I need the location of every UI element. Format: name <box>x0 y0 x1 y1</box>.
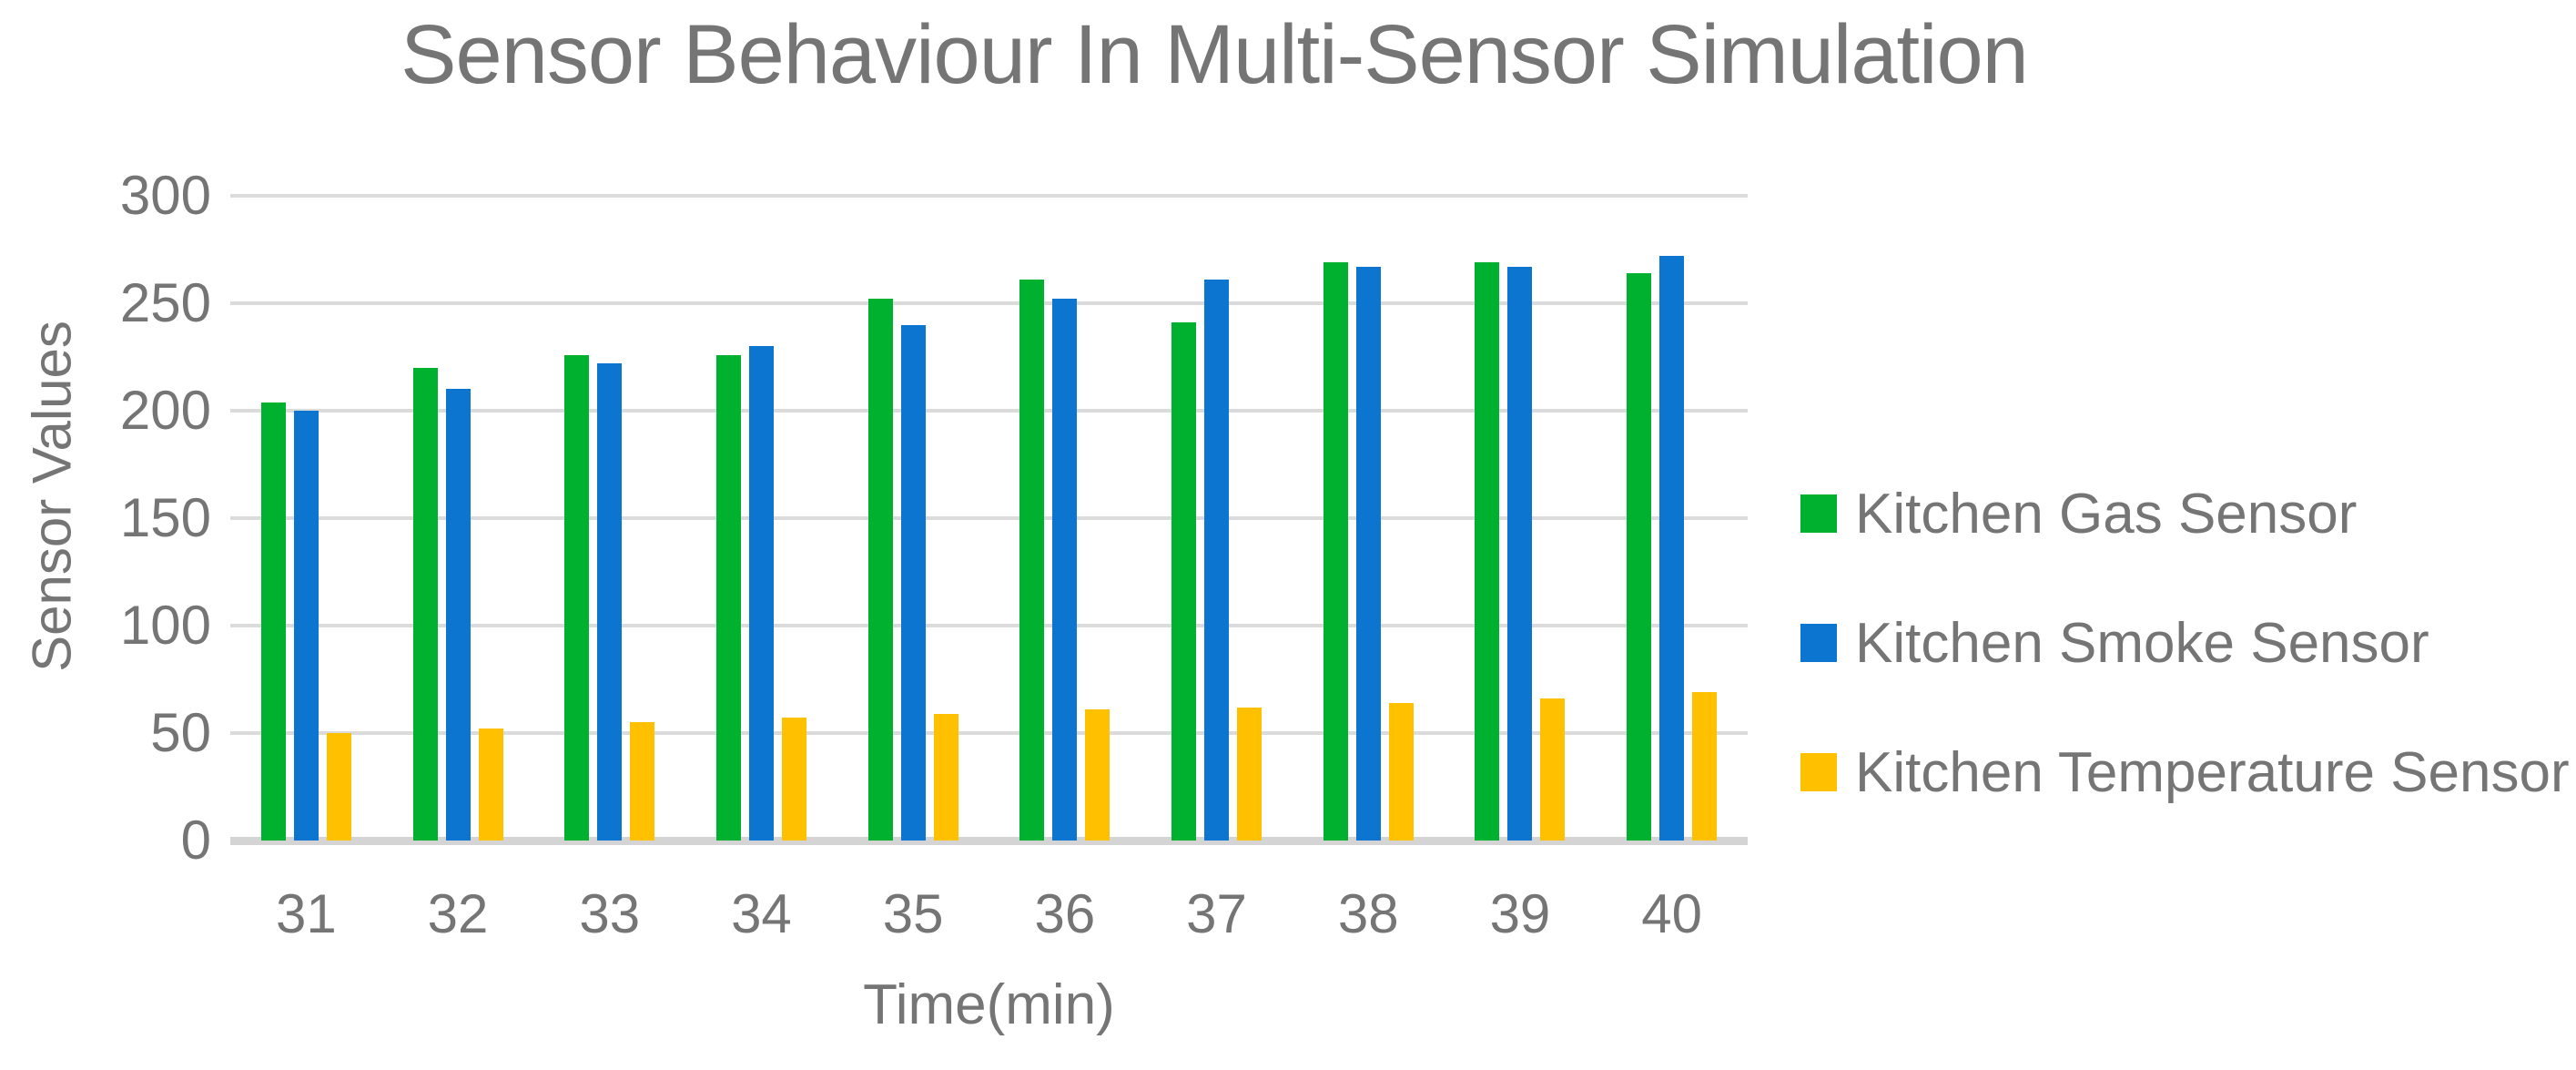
bar-kitchen-temperature-sensor-31 <box>326 733 351 841</box>
x-tick-label-34: 34 <box>731 883 792 944</box>
x-tick-label-37: 37 <box>1186 883 1247 944</box>
bar-group-34 <box>685 196 837 841</box>
bar-group-38 <box>1293 196 1445 841</box>
x-tick-label-39: 39 <box>1489 883 1551 944</box>
bar-kitchen-smoke-sensor-40 <box>1659 256 1685 841</box>
legend-item-kitchen-gas-sensor: Kitchen Gas Sensor <box>1800 482 2358 545</box>
y-tick-label-50: 50 <box>150 702 211 763</box>
y-tick-label-300: 300 <box>119 165 211 226</box>
legend-label: Kitchen Gas Sensor <box>1855 482 2358 545</box>
gridline-50 <box>230 731 1748 735</box>
bar-kitchen-smoke-sensor-31 <box>293 411 319 841</box>
bar-group-32 <box>382 196 534 841</box>
bar-kitchen-smoke-sensor-38 <box>1355 266 1381 841</box>
legend-swatch-icon <box>1800 624 1837 662</box>
gridline-200 <box>230 409 1748 413</box>
x-axis-line <box>230 837 1748 845</box>
bar-kitchen-temperature-sensor-35 <box>933 713 958 841</box>
x-tick-label-38: 38 <box>1337 883 1399 944</box>
bar-group-40 <box>1596 196 1748 841</box>
bar-kitchen-temperature-sensor-38 <box>1388 702 1414 841</box>
bar-kitchen-gas-sensor-33 <box>564 354 590 841</box>
bar-kitchen-gas-sensor-31 <box>260 402 286 841</box>
gridline-100 <box>230 624 1748 627</box>
bar-kitchen-gas-sensor-36 <box>1019 280 1045 841</box>
bar-kitchen-smoke-sensor-37 <box>1204 280 1230 841</box>
legend-label: Kitchen Temperature Sensor <box>1855 740 2570 804</box>
x-axis-title: Time(min) <box>863 973 1115 1036</box>
x-tick-label-35: 35 <box>882 883 944 944</box>
bar-kitchen-smoke-sensor-39 <box>1507 266 1533 841</box>
bar-group-39 <box>1445 196 1597 841</box>
bar-group-37 <box>1141 196 1293 841</box>
bar-kitchen-temperature-sensor-33 <box>630 722 655 841</box>
bar-kitchen-gas-sensor-34 <box>715 354 741 841</box>
bar-kitchen-gas-sensor-40 <box>1627 272 1652 841</box>
legend-item-kitchen-temperature-sensor: Kitchen Temperature Sensor <box>1800 740 2570 804</box>
bar-kitchen-gas-sensor-35 <box>867 299 893 841</box>
legend-swatch-icon <box>1800 494 1837 533</box>
bar-kitchen-smoke-sensor-35 <box>900 324 926 841</box>
bar-kitchen-gas-sensor-39 <box>1475 262 1500 841</box>
bar-group-36 <box>989 196 1141 841</box>
bar-group-35 <box>837 196 989 841</box>
x-tick-label-40: 40 <box>1641 883 1703 944</box>
x-tick-label-33: 33 <box>579 883 641 944</box>
bar-kitchen-temperature-sensor-36 <box>1085 709 1111 841</box>
legend-label: Kitchen Smoke Sensor <box>1855 611 2429 675</box>
bar-kitchen-temperature-sensor-39 <box>1540 698 1566 841</box>
y-tick-label-0: 0 <box>180 810 211 871</box>
bar-kitchen-gas-sensor-37 <box>1171 322 1197 841</box>
bar-kitchen-smoke-sensor-34 <box>748 346 774 841</box>
y-tick-label-250: 250 <box>119 272 211 333</box>
bar-kitchen-smoke-sensor-32 <box>445 389 471 841</box>
gridline-150 <box>230 516 1748 520</box>
y-tick-label-150: 150 <box>119 487 211 548</box>
x-tick-label-32: 32 <box>427 883 489 944</box>
bar-kitchen-smoke-sensor-36 <box>1052 299 1078 841</box>
bar-group-33 <box>533 196 685 841</box>
bar-kitchen-gas-sensor-32 <box>412 367 438 841</box>
gridline-300 <box>230 194 1748 198</box>
bar-group-31 <box>230 196 382 841</box>
bar-kitchen-temperature-sensor-34 <box>781 718 806 841</box>
bar-kitchen-temperature-sensor-37 <box>1237 707 1263 841</box>
bar-kitchen-gas-sensor-38 <box>1323 262 1348 841</box>
x-tick-label-36: 36 <box>1034 883 1096 944</box>
bar-kitchen-smoke-sensor-33 <box>597 363 623 841</box>
bar-kitchen-temperature-sensor-40 <box>1692 692 1718 841</box>
legend-item-kitchen-smoke-sensor: Kitchen Smoke Sensor <box>1800 611 2429 675</box>
plot-area <box>230 194 1748 845</box>
legend-swatch-icon <box>1800 753 1837 791</box>
bar-kitchen-temperature-sensor-32 <box>478 729 503 841</box>
y-tick-label-100: 100 <box>119 595 211 656</box>
gridline-250 <box>230 301 1748 305</box>
y-tick-label-200: 200 <box>119 380 211 441</box>
x-tick-label-31: 31 <box>275 883 337 944</box>
chart-title: Sensor Behaviour In Multi-Sensor Simulat… <box>401 8 2029 101</box>
